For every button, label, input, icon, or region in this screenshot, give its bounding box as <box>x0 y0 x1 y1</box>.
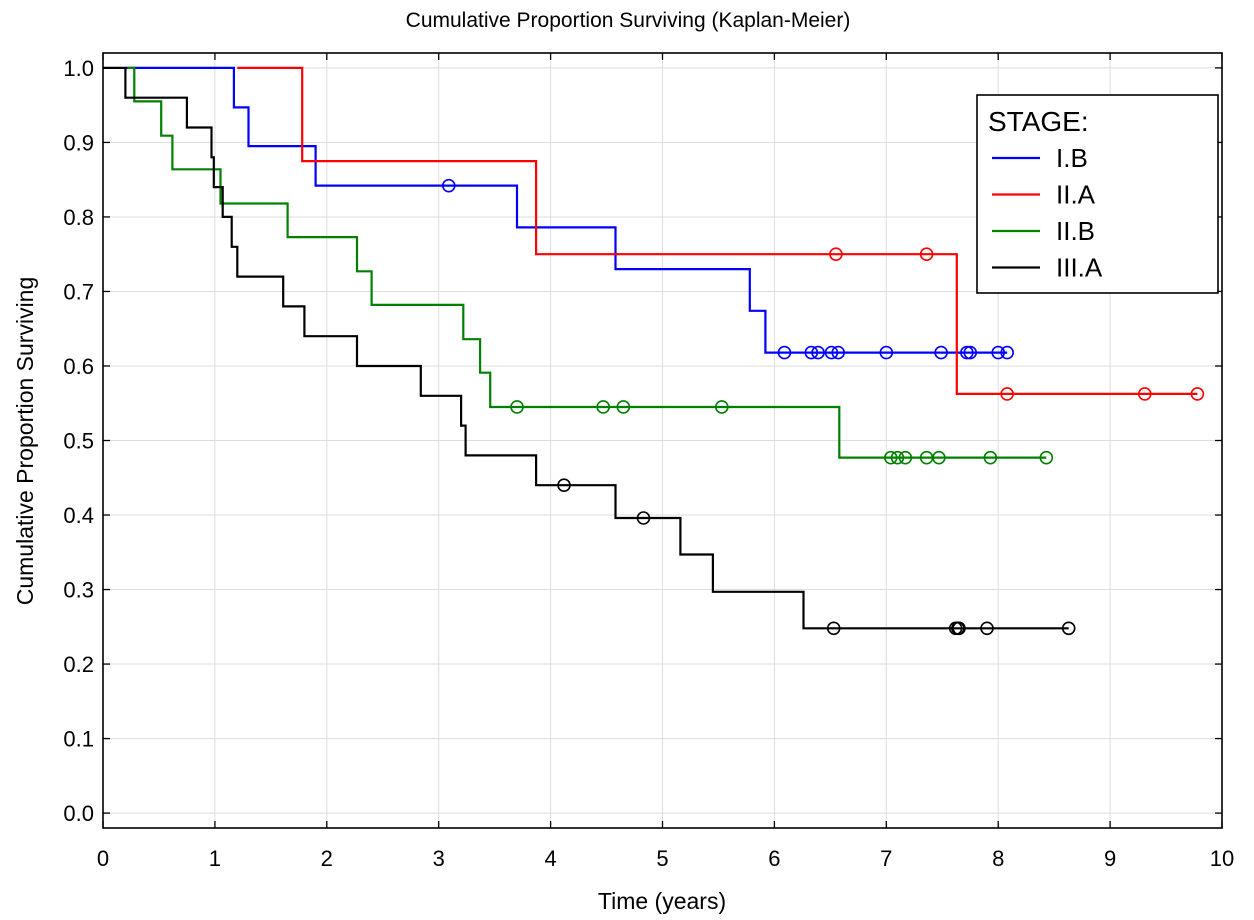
legend-entries: I.B II.A II.B III.A <box>992 143 1103 283</box>
censor-mark-ii-b <box>596 400 610 414</box>
legend-label-ii-a: II.A <box>1056 180 1096 210</box>
censor-mark-iii-a <box>1061 621 1076 636</box>
censor-mark-iii-a <box>826 621 841 636</box>
censor-mark-iii-a <box>952 621 966 636</box>
legend-label-i-b: I.B <box>1056 143 1088 173</box>
censor-mark-ii-a <box>1000 387 1014 401</box>
y-tick-label: 0.8 <box>63 205 94 230</box>
legend-label-iii-a: III.A <box>1056 253 1103 283</box>
censor-mark-ii-a <box>829 247 843 262</box>
x-axis-label: Time (years) <box>598 888 726 914</box>
censor-mark-ii-a <box>1190 387 1205 401</box>
x-tick-label: 2 <box>321 846 333 871</box>
censor-mark-i-b <box>963 345 978 360</box>
y-tick-label: 0.3 <box>63 578 94 603</box>
y-tick-label: 0.2 <box>63 652 94 677</box>
censor-mark-ii-b <box>932 450 946 465</box>
y-tick-label: 0.1 <box>63 727 94 752</box>
y-tick-label: 0.9 <box>63 130 94 155</box>
censor-mark-iii-a <box>980 621 994 636</box>
censor-mark-ii-a <box>919 247 934 262</box>
y-tick-label: 0.7 <box>63 279 94 304</box>
series-ii-b <box>127 66 1054 465</box>
y-tick-label: 0.4 <box>63 503 94 528</box>
x-tick-label: 0 <box>97 846 109 871</box>
censor-mark-i-b <box>824 345 839 360</box>
censor-mark-iii-a <box>636 511 651 525</box>
series-line-ii-b <box>127 66 1047 459</box>
y-tick-label: 1.0 <box>63 56 94 81</box>
censor-mark-ii-b <box>1039 450 1054 465</box>
censor-mark-i-b <box>879 345 894 360</box>
censor-mark-i-b <box>441 178 456 193</box>
chart-title: Cumulative Proportion Surviving (Kaplan-… <box>406 9 851 32</box>
series-i-b <box>125 66 1014 360</box>
censor-mark-i-b <box>804 345 819 360</box>
censor-mark-ii-b <box>890 450 905 465</box>
x-tick-label: 1 <box>209 846 221 871</box>
legend-label-ii-b: II.B <box>1056 216 1095 246</box>
censor-mark-ii-b <box>898 450 913 465</box>
x-tick-label: 9 <box>1104 846 1116 871</box>
x-tick-label: 6 <box>768 846 780 871</box>
censor-mark-ii-b <box>983 450 998 465</box>
series-ii-a <box>237 66 1205 401</box>
censor-mark-i-b <box>831 345 845 360</box>
legend-title: STAGE: <box>988 106 1089 137</box>
x-tick-label: 3 <box>433 846 445 871</box>
censor-mark-i-b <box>777 345 792 360</box>
series-line-ii-a <box>237 66 1198 395</box>
censor-mark-ii-b <box>883 450 898 465</box>
censor-mark-i-b <box>991 345 1006 360</box>
y-axis-ticks: 0.0 0.1 0.2 0.3 0.4 0.5 0.6 0.7 0.8 0.9 1.0 <box>63 56 1222 826</box>
x-tick-label: 4 <box>544 846 556 871</box>
censor-mark-i-b <box>934 345 948 360</box>
legend: STAGE: I.B II.A II.B III.A <box>976 94 1219 294</box>
censor-mark-ii-a <box>1137 387 1152 401</box>
x-tick-label: 8 <box>992 846 1004 871</box>
censor-mark-ii-b <box>616 400 631 414</box>
x-axis-ticks: 0 1 2 3 4 5 6 7 8 9 10 <box>97 53 1234 871</box>
censor-mark-i-b <box>811 345 825 360</box>
x-tick-label: 5 <box>656 846 668 871</box>
x-tick-label: 7 <box>880 846 892 871</box>
series-line-i-b <box>125 66 1008 354</box>
censor-mark-i-b <box>960 345 974 360</box>
censor-mark-i-b <box>1000 345 1014 360</box>
censor-mark-ii-b <box>715 400 729 414</box>
y-tick-label: 0.5 <box>63 429 94 454</box>
censor-mark-ii-b <box>510 400 524 414</box>
y-tick-label: 0.6 <box>63 354 94 379</box>
series-line-iii-a <box>103 66 1069 630</box>
y-axis-label: Cumulative Proportion Surviving <box>12 277 38 606</box>
y-tick-label: 0.0 <box>63 801 94 826</box>
series-iii-a <box>103 66 1076 636</box>
series-layer <box>103 66 1205 636</box>
censor-mark-iii-a <box>557 478 571 493</box>
x-tick-label: 10 <box>1210 846 1234 871</box>
